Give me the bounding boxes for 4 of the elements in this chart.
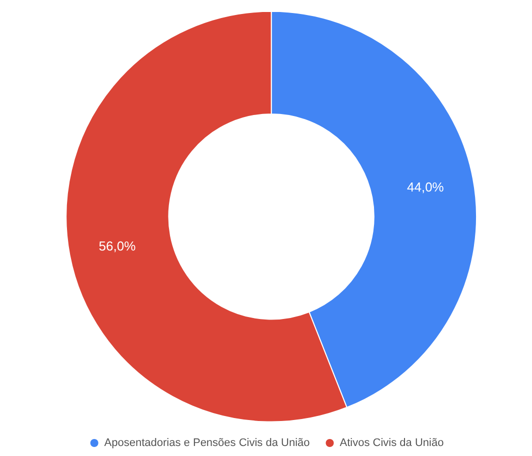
- data-label: 44,0%: [407, 180, 444, 195]
- data-label: 56,0%: [98, 238, 136, 254]
- legend-label: Aposentadorias e Pensões Civis da União: [104, 437, 310, 449]
- legend-label: Ativos Civis da União: [340, 437, 444, 449]
